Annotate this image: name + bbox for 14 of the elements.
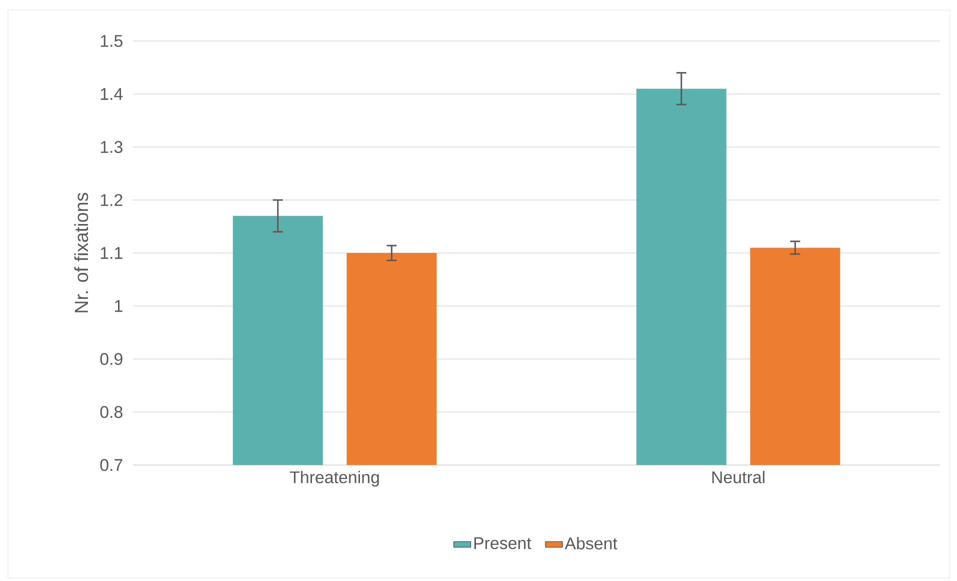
y-tick-label: 1.5: [100, 35, 122, 47]
y-tick-label: 1: [115, 300, 122, 312]
y-tick-label: 0.7: [100, 459, 122, 471]
x-tick-label: Neutral: [712, 470, 764, 484]
y-tick-label: 1.4: [100, 88, 123, 100]
legend-label: Present: [474, 537, 532, 550]
y-tick-label: 1.1: [100, 247, 122, 259]
y-tick-label: 0.9: [100, 353, 122, 365]
y-tick-label: 1.2: [100, 194, 122, 206]
y-axis-title: Nr. of fixations: [74, 192, 88, 312]
y-tick-label: 0.8: [100, 406, 122, 418]
y-tick-label: 1.3: [100, 141, 122, 153]
legend-label: Absent: [564, 537, 618, 550]
x-tick-label: Threatening: [290, 470, 379, 487]
